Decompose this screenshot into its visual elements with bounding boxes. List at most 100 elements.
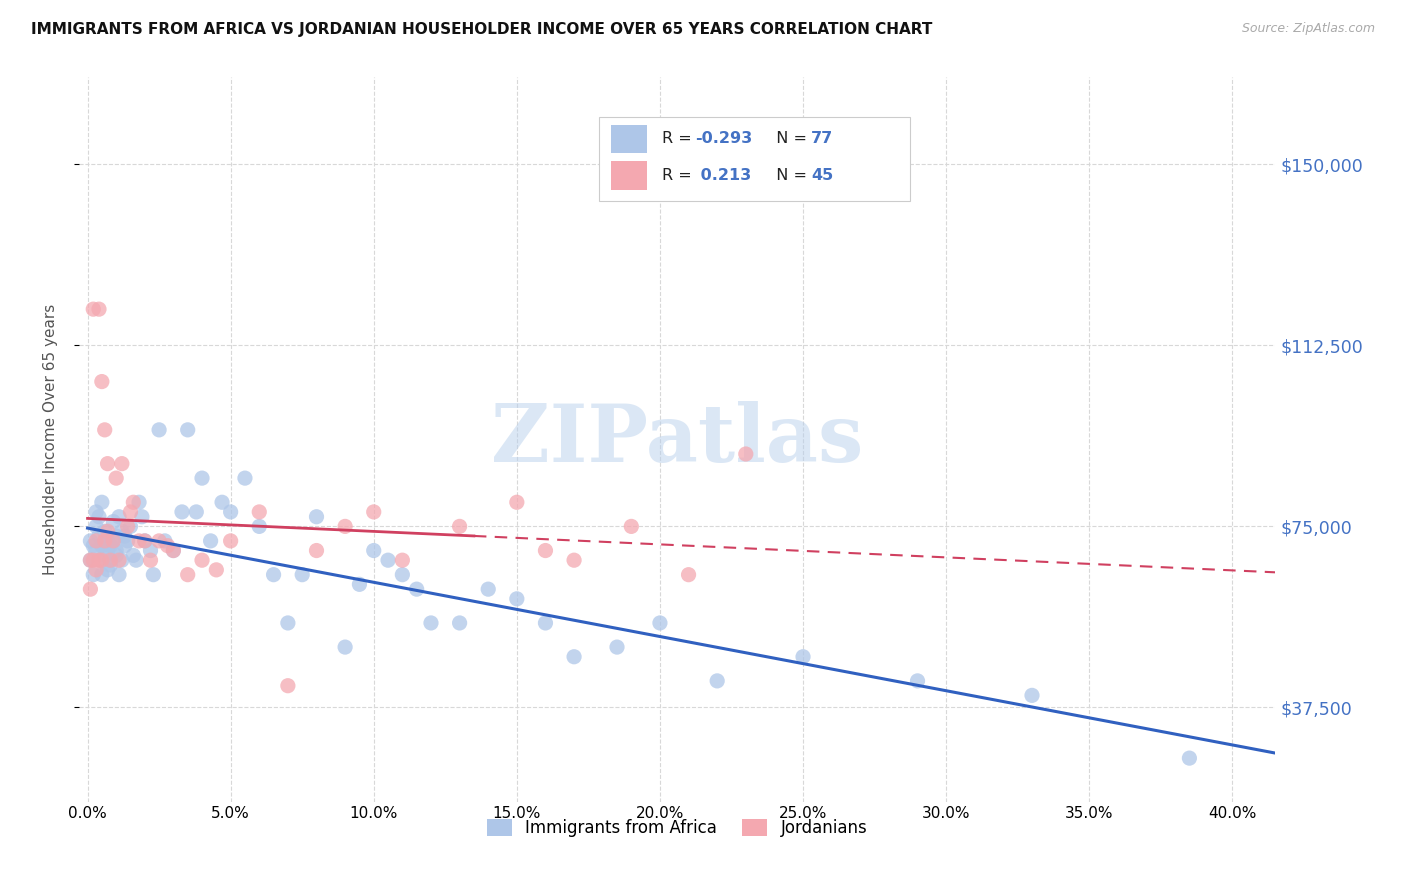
- Point: [108, 567, 131, 582]
- Point: [211, 495, 233, 509]
- Point: [449, 615, 471, 630]
- Point: [100, 553, 122, 567]
- Point: [291, 567, 314, 582]
- Point: [82, 302, 104, 317]
- Point: [84, 543, 107, 558]
- Point: [277, 679, 299, 693]
- Point: [177, 423, 200, 437]
- Point: [108, 509, 131, 524]
- Point: [1021, 689, 1043, 703]
- Point: [105, 543, 128, 558]
- Text: N =: N =: [766, 168, 811, 183]
- Point: [90, 375, 112, 389]
- Point: [84, 519, 107, 533]
- Point: [377, 553, 399, 567]
- Point: [84, 533, 107, 548]
- Point: [205, 563, 228, 577]
- Point: [349, 577, 371, 591]
- Point: [84, 505, 107, 519]
- Point: [105, 549, 128, 563]
- Point: [134, 533, 156, 548]
- Point: [79, 553, 101, 567]
- Point: [87, 302, 110, 317]
- Point: [177, 567, 200, 582]
- Point: [506, 495, 529, 509]
- Point: [87, 553, 110, 567]
- FancyBboxPatch shape: [599, 117, 911, 201]
- Point: [93, 533, 115, 548]
- Point: [114, 529, 136, 543]
- Point: [305, 543, 328, 558]
- Point: [79, 582, 101, 596]
- Point: [93, 524, 115, 539]
- Point: [162, 543, 184, 558]
- Point: [263, 567, 285, 582]
- Point: [97, 563, 120, 577]
- Point: [305, 509, 328, 524]
- Text: R =: R =: [662, 131, 696, 146]
- Bar: [612, 125, 647, 153]
- Point: [534, 615, 557, 630]
- Point: [148, 423, 170, 437]
- Point: [706, 673, 728, 688]
- Text: R =: R =: [662, 168, 696, 183]
- Point: [139, 553, 162, 567]
- Point: [363, 543, 385, 558]
- Point: [114, 539, 136, 553]
- Point: [90, 495, 112, 509]
- Point: [734, 447, 756, 461]
- Point: [907, 673, 929, 688]
- Point: [111, 524, 134, 539]
- Point: [87, 553, 110, 567]
- Point: [103, 515, 125, 529]
- Point: [219, 505, 242, 519]
- Point: [108, 553, 131, 567]
- Point: [191, 471, 214, 485]
- Point: [333, 519, 356, 533]
- Point: [562, 553, 585, 567]
- Point: [449, 519, 471, 533]
- Point: [153, 533, 176, 548]
- Text: ZIPatlas: ZIPatlas: [491, 401, 863, 478]
- Text: 0.213: 0.213: [695, 168, 751, 183]
- Point: [103, 533, 125, 548]
- Point: [391, 553, 413, 567]
- Text: N =: N =: [766, 131, 811, 146]
- Point: [534, 543, 557, 558]
- Point: [678, 567, 700, 582]
- Point: [82, 539, 104, 553]
- Point: [156, 539, 179, 553]
- Point: [93, 533, 115, 548]
- Point: [186, 505, 208, 519]
- Point: [148, 533, 170, 548]
- Point: [128, 533, 150, 548]
- Point: [105, 529, 128, 543]
- Point: [82, 567, 104, 582]
- Point: [90, 567, 112, 582]
- Point: [122, 549, 145, 563]
- Point: [134, 533, 156, 548]
- Point: [620, 519, 643, 533]
- Point: [333, 640, 356, 654]
- Point: [97, 533, 120, 548]
- Text: -0.293: -0.293: [695, 131, 752, 146]
- Point: [125, 553, 148, 567]
- Point: [162, 543, 184, 558]
- Point: [142, 567, 165, 582]
- Point: [420, 615, 443, 630]
- Text: 45: 45: [811, 168, 834, 183]
- Point: [792, 649, 814, 664]
- Bar: [612, 161, 647, 190]
- Point: [606, 640, 628, 654]
- Point: [90, 539, 112, 553]
- Point: [247, 519, 270, 533]
- Point: [120, 519, 142, 533]
- Point: [233, 471, 256, 485]
- Point: [506, 591, 529, 606]
- Point: [117, 533, 139, 548]
- Point: [93, 423, 115, 437]
- Point: [562, 649, 585, 664]
- Text: Source: ZipAtlas.com: Source: ZipAtlas.com: [1241, 22, 1375, 36]
- Point: [97, 543, 120, 558]
- Point: [405, 582, 427, 596]
